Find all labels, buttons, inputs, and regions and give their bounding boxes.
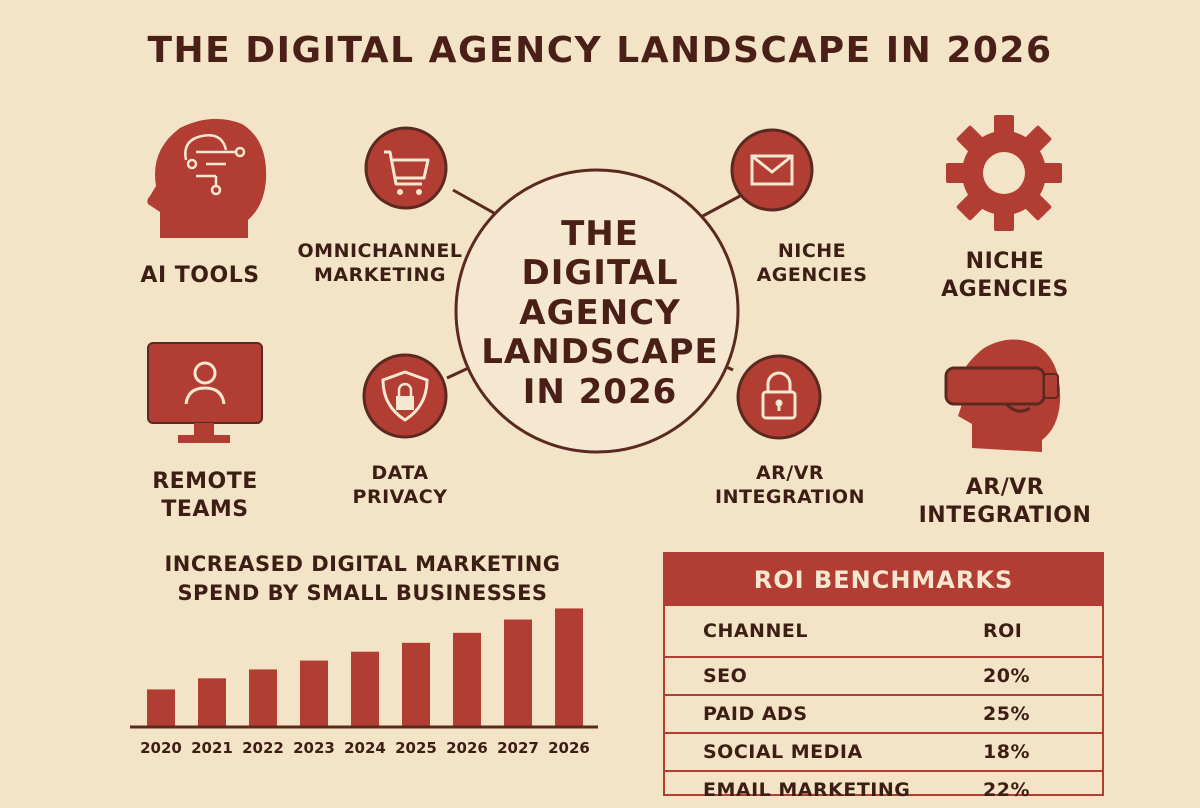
roi-channel-cell: PAID ADS (703, 703, 808, 725)
bar-2021 (198, 678, 226, 726)
center-line: IN 2026 (522, 371, 678, 412)
roi-value-cell: 20% (983, 665, 1030, 687)
table-row: SOCIAL MEDIA 18% (665, 732, 1102, 770)
label-line: REMOTE (152, 469, 258, 494)
table-row: EMAIL MARKETING 22% (665, 770, 1102, 808)
roi-channel-cell: SOCIAL MEDIA (703, 741, 863, 763)
label-niche-outer: NICHE AGENCIES (905, 248, 1105, 303)
label-line: INTEGRATION (918, 502, 1092, 528)
label-line: AR/VR (755, 462, 825, 484)
monitor-user-icon (147, 342, 263, 443)
roi-channel-cell: SEO (703, 665, 748, 687)
x-tick-label: 2025 (395, 739, 437, 757)
x-tick-label: 2027 (497, 739, 539, 757)
label-line: AGENCIES (941, 276, 1069, 302)
center-line: DIGITAL (521, 253, 679, 294)
label-line: MARKETING (314, 263, 446, 286)
roi-table: ROI BENCHMARKS CHANNEL ROI SEO 20% PAID … (663, 552, 1104, 801)
label-line: AI TOOLS (140, 263, 260, 288)
roi-col-channel: CHANNEL (703, 620, 808, 642)
label-ai-tools: AI TOOLS (110, 262, 290, 290)
table-row: PAID ADS 25% (665, 694, 1102, 732)
x-tick-label: 2026 (548, 739, 590, 757)
table-row: SEO 20% (665, 656, 1102, 694)
center-line: AGENCY (519, 292, 681, 333)
head-circuit-icon (147, 118, 267, 238)
x-tick-label: 2026 (446, 739, 488, 757)
center-title: THE DIGITAL AGENCY LANDSCAPE IN 2026 (470, 214, 730, 412)
label-line: TEAMS (161, 496, 249, 522)
x-tick-label: 2020 (140, 739, 182, 757)
roi-value-cell: 22% (983, 779, 1030, 801)
x-tick-label: 2021 (191, 739, 233, 757)
bar-2026 (453, 632, 481, 726)
center-line: LANDSCAPE (481, 332, 719, 373)
label-arvr-outer: AR/VR INTEGRATION (900, 474, 1110, 529)
label-remote-teams: REMOTE TEAMS (115, 468, 295, 523)
label-line: INTEGRATION (715, 485, 865, 508)
roi-value-cell: 18% (983, 741, 1030, 763)
roi-table-title: ROI BENCHMARKS (665, 554, 1102, 606)
roi-col-roi: ROI (983, 620, 1023, 642)
bar-2025 (402, 642, 430, 726)
x-tick-label: 2022 (242, 739, 284, 757)
label-arvr-inner: AR/VR INTEGRATION (690, 462, 890, 510)
label-line: NICHE (965, 249, 1045, 274)
page-title: THE DIGITAL AGENCY LANDSCAPE IN 2026 (147, 30, 1053, 71)
cart-icon (364, 126, 448, 210)
label-line: OMNICHANNEL (297, 240, 463, 262)
label-line: AR/VR (965, 475, 1045, 500)
label-line: DATA (371, 462, 429, 484)
bar-2022 (249, 669, 277, 726)
roi-value-cell: 25% (983, 703, 1030, 725)
roi-channel-cell: EMAIL MARKETING (703, 779, 911, 801)
vr-headset-icon (944, 339, 1061, 452)
shield-lock-icon (362, 353, 448, 439)
center-circle (454, 168, 740, 454)
bar-chart: 2020 2021 2022 2023 2024 2025 2026 2027 2026 (130, 608, 598, 757)
label-niche-inner: NICHE AGENCIES (712, 240, 912, 288)
bar-chart-title: INCREASED DIGITAL MARKETING SPEND BY SMA… (130, 550, 595, 609)
bar-chart-title-line: INCREASED DIGITAL MARKETING (164, 552, 561, 576)
bar-2020 (147, 689, 175, 726)
center-line: THE (561, 214, 639, 254)
bar-2024 (351, 651, 379, 726)
x-tick-label: 2024 (344, 739, 386, 757)
padlock-icon (736, 354, 822, 440)
label-omnichannel: OMNICHANNEL MARKETING (290, 240, 470, 288)
roi-header-row: CHANNEL ROI (665, 606, 1102, 656)
label-data-privacy: DATA PRIVACY (310, 462, 490, 510)
x-tick-label: 2023 (293, 739, 335, 757)
label-line: NICHE (777, 240, 847, 262)
gear-icon (946, 115, 1062, 231)
bar-2027 (504, 619, 532, 726)
bar-chart-title-line: SPEND BY SMALL BUSINESSES (177, 581, 548, 606)
bar-2023 (300, 660, 328, 726)
label-line: PRIVACY (352, 485, 448, 508)
bar-2026 (555, 608, 583, 726)
envelope-icon (730, 128, 814, 212)
label-line: AGENCIES (756, 263, 868, 286)
